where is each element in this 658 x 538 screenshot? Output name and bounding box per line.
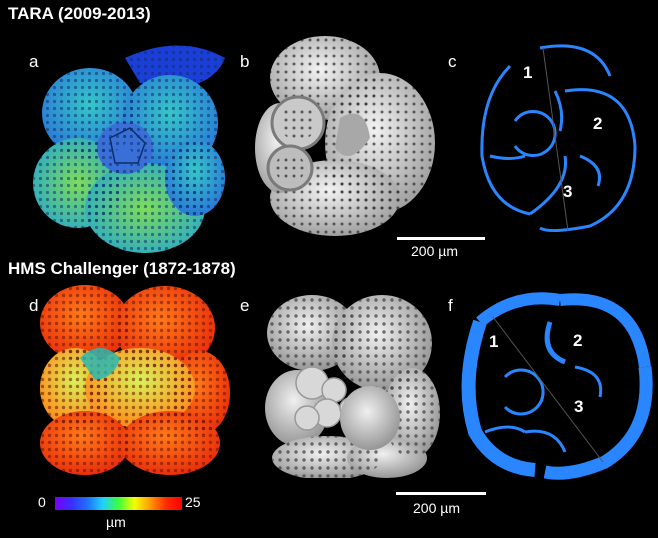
colorbar-unit: µm [106,514,126,530]
panel-a-thickness-model [33,45,225,253]
chamber-c-1: 1 [523,63,533,82]
panel-letter-b: b [240,52,250,71]
panel-f-cross-section [461,292,653,480]
scalebar-top-label: 200 µm [411,243,458,259]
colorbar-max: 25 [185,494,201,510]
panel-c-cross-section [480,44,637,233]
panel-letter-c: c [448,52,457,71]
colorbar [55,497,182,510]
chamber-c-3: 3 [563,182,573,201]
chamber-c-2: 2 [593,114,603,133]
scalebar-top [397,237,485,240]
chamber-f-1: 1 [489,332,499,351]
panel-e-surface-model [265,295,440,478]
chamber-f-2: 2 [573,331,583,350]
scalebar-bottom [396,492,486,495]
colorbar-min: 0 [38,494,46,510]
panel-letter-f: f [448,296,453,315]
panel-b-surface-model [255,36,435,236]
panel-letter-d: d [29,296,39,315]
chamber-f-3: 3 [574,397,584,416]
panel-d-thickness-model [40,285,230,475]
panel-letter-a: a [29,52,39,71]
title-tara: TARA (2009-2013) [8,4,151,23]
panel-letter-e: e [240,296,250,315]
scalebar-bottom-label: 200 µm [413,500,460,516]
title-hms-challenger: HMS Challenger (1872-1878) [8,259,236,278]
